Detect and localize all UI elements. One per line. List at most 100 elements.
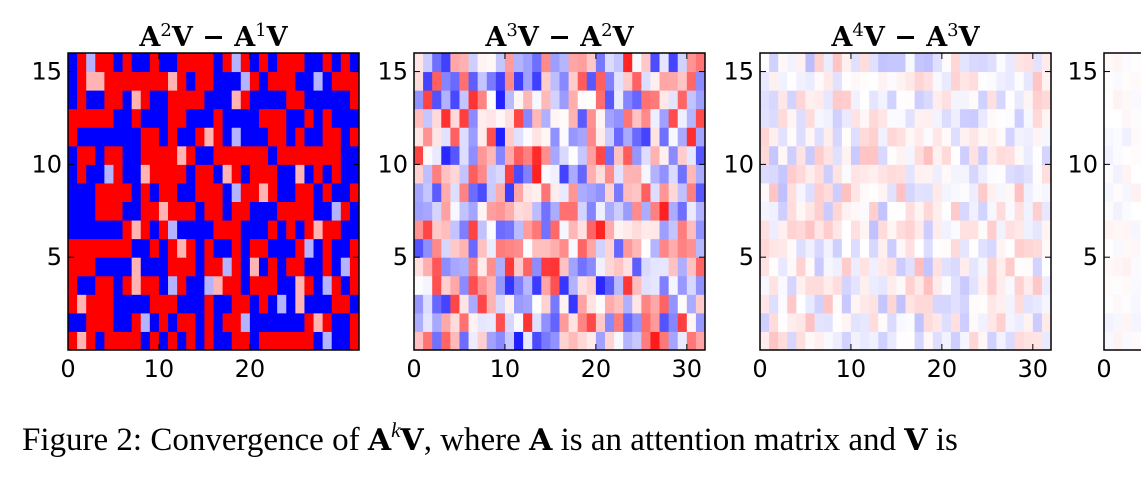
heatmap-cell	[686, 164, 697, 184]
heatmap-cell	[149, 331, 160, 351]
heatmap-cell	[204, 145, 214, 165]
heatmap-cell	[149, 127, 160, 147]
heatmap-cell	[832, 71, 843, 91]
heatmap-cell	[295, 71, 305, 91]
heatmap-cell	[77, 108, 87, 128]
heatmap-cell	[850, 238, 861, 258]
heatmap-cell	[204, 257, 214, 277]
heatmap-cell	[550, 164, 560, 184]
heatmap-cell	[331, 182, 342, 202]
heatmap-cell	[222, 53, 233, 73]
heatmap-cell	[514, 275, 524, 295]
heatmap-cell	[414, 182, 424, 202]
heatmap-cell	[86, 71, 96, 91]
heatmap-cell	[632, 145, 642, 165]
heatmap-cell	[231, 220, 242, 240]
heatmap-cell	[104, 201, 114, 221]
heatmap-cell	[532, 275, 542, 295]
heatmap-cell	[650, 53, 661, 73]
heatmap-cell	[650, 145, 661, 165]
heatmap-cell	[286, 127, 296, 147]
heatmap-cell	[604, 238, 615, 258]
heatmap-cell	[1032, 275, 1043, 295]
heatmap-cell	[632, 312, 642, 332]
heatmap-cell	[960, 257, 970, 277]
heatmap-cell	[122, 164, 133, 184]
heatmap-cell	[787, 145, 797, 165]
heatmap-cell	[832, 257, 843, 277]
heatmap-cell	[441, 294, 451, 314]
heatmap-cell	[349, 238, 360, 258]
heatmap-cell	[1113, 331, 1123, 351]
heatmap-cell	[158, 71, 169, 91]
heatmap-cell	[541, 182, 551, 202]
heatmap-cell	[158, 53, 169, 73]
heatmap-cell	[878, 312, 888, 332]
heatmap-cell	[577, 164, 588, 184]
panel-title: A2V − A1V	[138, 20, 288, 53]
heatmap-cell	[550, 238, 560, 258]
heatmap-cell	[586, 127, 597, 147]
heatmap-cell	[450, 90, 460, 110]
heatmap-cell	[423, 145, 433, 165]
heatmap-cell	[796, 238, 806, 258]
heatmap-cell	[577, 294, 588, 314]
heatmap-cell	[1104, 182, 1114, 202]
heatmap-cell	[140, 90, 151, 110]
heatmap-cell	[814, 220, 825, 240]
heatmap-cell	[295, 182, 305, 202]
heatmap-cell	[595, 127, 606, 147]
heatmap-cell	[677, 182, 688, 202]
heatmap-cell	[978, 53, 988, 73]
heatmap-cell	[532, 182, 542, 202]
heatmap-cell	[914, 182, 925, 202]
heatmap-cell	[614, 238, 624, 258]
heatmap-cell	[923, 331, 934, 351]
heatmap-cell	[769, 312, 779, 332]
heatmap-cell	[186, 108, 196, 128]
heatmap-cell	[896, 53, 906, 73]
heatmap-cell	[932, 257, 943, 277]
heatmap-cell	[68, 53, 78, 73]
heatmap-cell	[1131, 90, 1141, 110]
heatmap-cell	[796, 145, 806, 165]
heatmap-cell	[277, 71, 287, 91]
heatmap-cell	[349, 164, 360, 184]
heatmap-cell	[1041, 108, 1052, 128]
heatmap-cell	[477, 257, 488, 277]
heatmap-cell	[686, 201, 697, 221]
heatmap-cell	[441, 220, 451, 240]
heatmap-cell	[869, 275, 879, 295]
heatmap-cell	[604, 182, 615, 202]
heatmap-cell	[286, 182, 296, 202]
heatmap-cell	[1023, 108, 1034, 128]
heatmap-cell	[231, 108, 242, 128]
heatmap-cell	[659, 312, 670, 332]
heatmap-cell	[86, 182, 96, 202]
heatmap-cell	[195, 145, 205, 165]
heatmap-cell	[149, 145, 160, 165]
heatmap-cell	[459, 182, 470, 202]
heatmap-cell	[996, 201, 1007, 221]
heatmap-cell	[595, 201, 606, 221]
heatmap-cell	[632, 257, 642, 277]
heatmap-cell	[149, 182, 160, 202]
heatmap-cell	[860, 145, 870, 165]
heatmap-cell	[240, 53, 251, 73]
heatmap-cell	[532, 201, 542, 221]
heatmap-cell	[860, 53, 870, 73]
heatmap-cell	[632, 220, 642, 240]
heatmap-cell	[168, 238, 178, 258]
heatmap-cell	[814, 312, 825, 332]
heatmap-cell	[477, 127, 488, 147]
heatmap-cell	[650, 71, 661, 91]
heatmap-cell	[468, 182, 479, 202]
heatmap-cell	[805, 127, 816, 147]
heatmap-cell	[331, 53, 342, 73]
heatmap-cell	[131, 108, 142, 128]
heatmap-cell	[213, 182, 224, 202]
heatmap-cell	[541, 275, 551, 295]
heatmap-cell	[268, 71, 278, 91]
heatmap-cell	[860, 312, 870, 332]
heatmap-cell	[604, 71, 615, 91]
